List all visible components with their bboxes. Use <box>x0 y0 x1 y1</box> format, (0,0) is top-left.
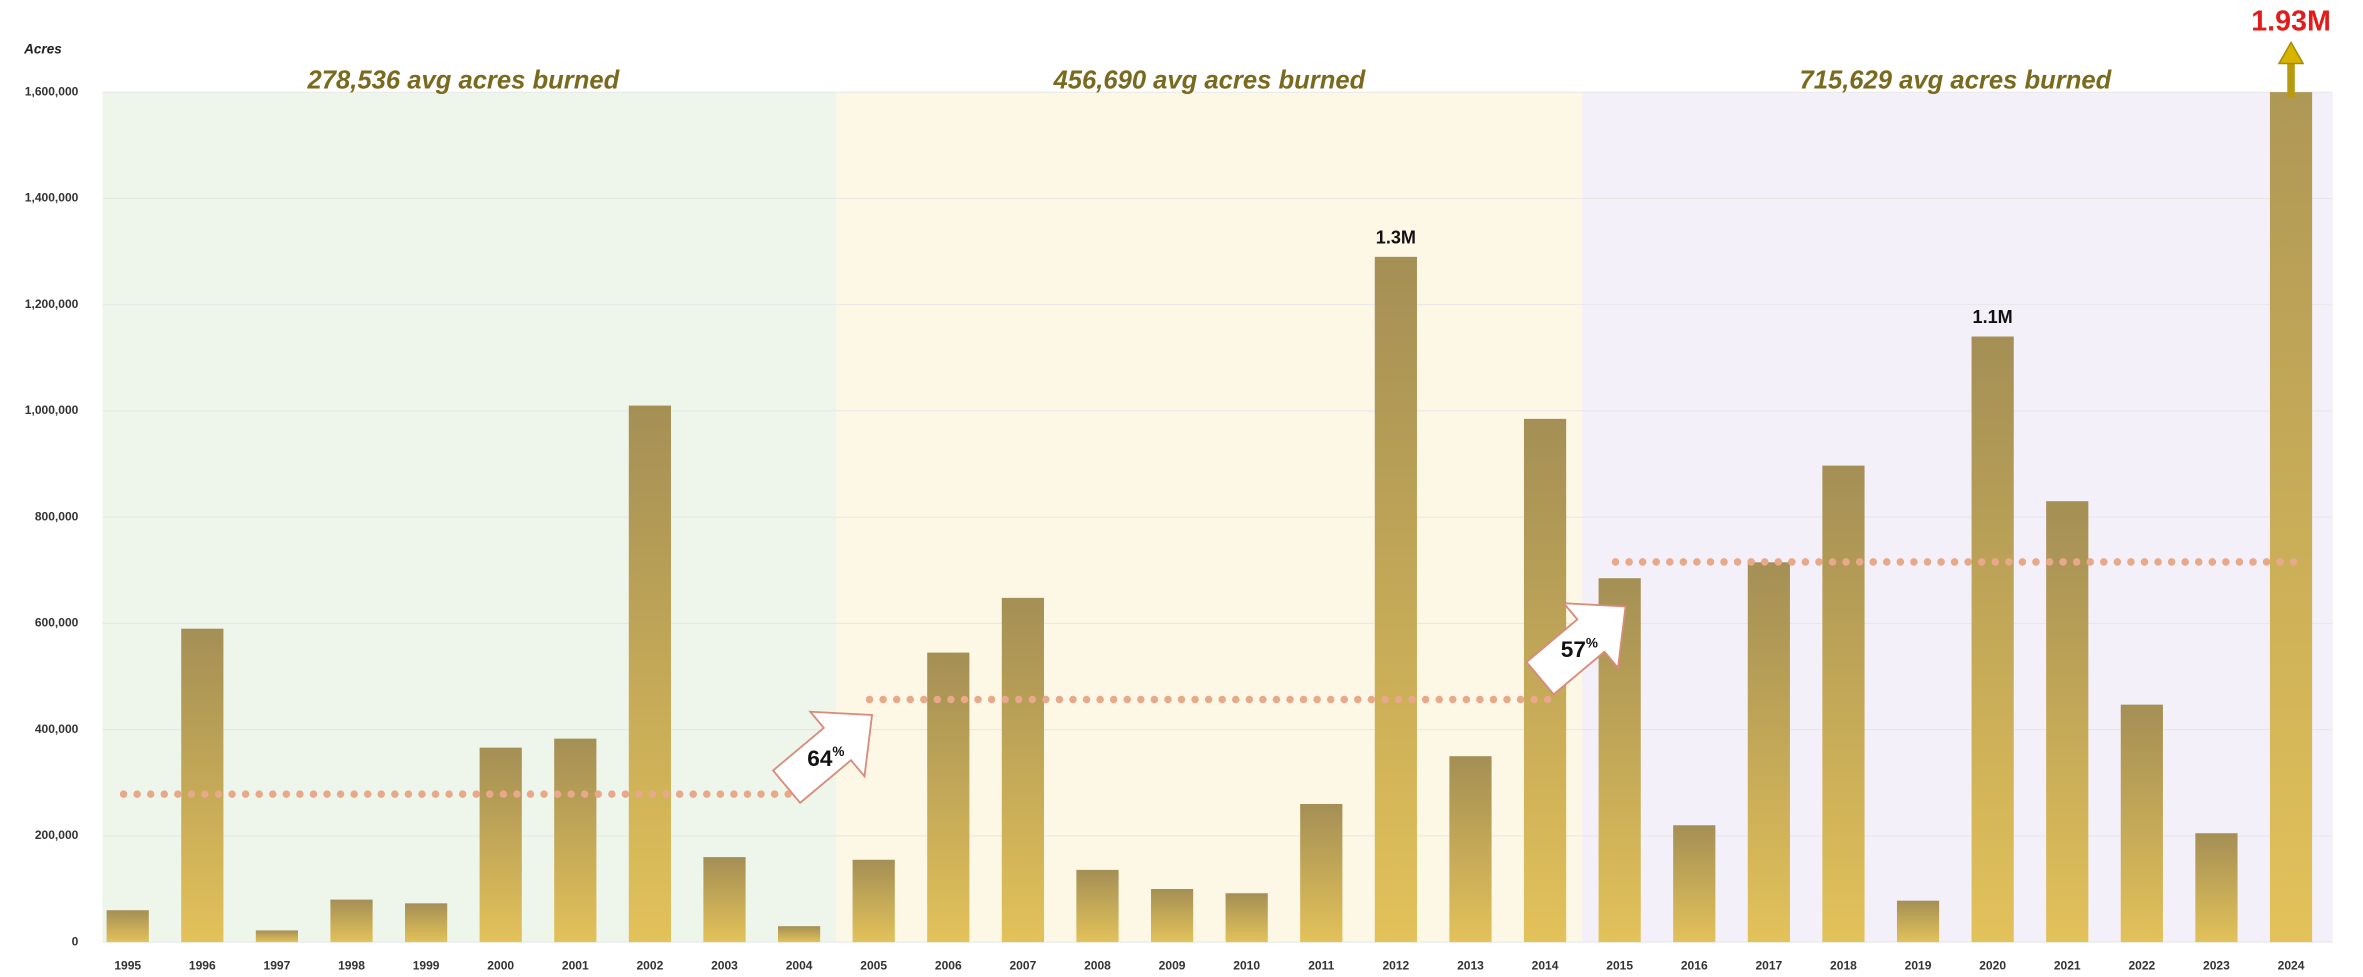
x-tick-label: 2024 <box>2278 958 2305 972</box>
x-tick-label: 2007 <box>1009 958 1036 972</box>
x-tick-label: 2022 <box>2128 958 2155 972</box>
x-tick-label: 2002 <box>636 958 663 972</box>
change-label: 64% <box>807 744 844 771</box>
x-tick-label: 2021 <box>2054 958 2081 972</box>
bar <box>554 738 597 943</box>
bar <box>1673 825 1716 943</box>
change-arrow <box>1525 602 1627 696</box>
x-tick-label: 2010 <box>1233 958 1260 972</box>
x-tick-label: 2004 <box>786 958 813 972</box>
x-tick-label: 1997 <box>264 958 291 972</box>
bar <box>106 910 149 943</box>
y-tick-label: 200,000 <box>35 828 79 842</box>
x-tick-label: 2019 <box>1905 958 1932 972</box>
x-tick-label: 2009 <box>1159 958 1186 972</box>
x-tick-label: 2003 <box>711 958 738 972</box>
y-tick-label: 1,400,000 <box>25 191 79 205</box>
x-tick-label: 2001 <box>562 958 589 972</box>
bar <box>1001 597 1044 943</box>
y-tick-label: 800,000 <box>35 509 79 523</box>
x-tick-label: 2005 <box>860 958 887 972</box>
x-tick-label: 2018 <box>1830 958 1857 972</box>
value-label: 1.3M <box>1376 228 1416 248</box>
bar <box>1971 336 2014 943</box>
bar <box>1747 562 1790 943</box>
bar <box>1374 256 1417 943</box>
change-label: 57% <box>1561 635 1598 662</box>
y-tick-label: 0 <box>72 934 79 948</box>
x-tick-label: 1995 <box>114 958 141 972</box>
y-tick-label: 400,000 <box>35 722 79 736</box>
bar <box>2269 92 2313 943</box>
value-label: 1.93M <box>2251 5 2331 37</box>
change-unit: % <box>1586 635 1598 650</box>
x-tick-label: 2014 <box>1532 958 1559 972</box>
x-tick-label: 1996 <box>189 958 216 972</box>
period-label: 456,690 avg acres burned <box>1052 66 1366 94</box>
change-unit: % <box>832 744 844 759</box>
period-label: 715,629 avg acres burned <box>1799 66 2112 94</box>
x-tick-label: 2008 <box>1084 958 1111 972</box>
x-tick-label: 2013 <box>1457 958 1484 972</box>
bar <box>330 899 373 943</box>
bar <box>1076 869 1119 943</box>
value-label: 1.1M <box>1973 307 2013 327</box>
x-tick-label: 1999 <box>413 958 440 972</box>
bar <box>1300 803 1343 943</box>
x-tick-label: 2023 <box>2203 958 2230 972</box>
x-tick-label: 1998 <box>338 958 365 972</box>
bar <box>777 926 821 943</box>
bar <box>703 857 746 943</box>
bar <box>405 903 448 943</box>
period-label: 278,536 avg acres burned <box>307 66 621 94</box>
change-arrow <box>771 710 874 805</box>
bar <box>1449 756 1492 943</box>
bar <box>2046 501 2089 943</box>
y-axis-label: Acres <box>23 42 62 57</box>
overflow-arrow-head <box>2277 40 2305 65</box>
y-tick-label: 1,600,000 <box>25 84 79 98</box>
bar <box>1822 465 1865 943</box>
bar <box>628 405 671 943</box>
change-value: 64 <box>807 746 833 771</box>
bar <box>2120 704 2163 943</box>
x-tick-label: 2017 <box>1755 958 1782 972</box>
arrow-shape <box>1525 602 1627 696</box>
bar <box>479 747 522 943</box>
x-tick-label: 2015 <box>1606 958 1633 972</box>
bar <box>852 859 895 943</box>
bar <box>1150 888 1194 943</box>
x-tick-label: 2000 <box>487 958 514 972</box>
x-tick-label: 2020 <box>1979 958 2006 972</box>
bar <box>1225 893 1268 943</box>
change-value: 57 <box>1561 637 1586 662</box>
x-tick-label: 2012 <box>1382 958 1409 972</box>
bar <box>1896 900 1940 943</box>
y-tick-label: 1,200,000 <box>25 297 79 311</box>
y-tick-label: 1,000,000 <box>25 403 79 417</box>
bar <box>181 628 224 943</box>
x-tick-label: 2006 <box>935 958 962 972</box>
y-tick-label: 600,000 <box>35 616 79 630</box>
x-tick-label: 2011 <box>1308 958 1334 972</box>
bar <box>2195 833 2238 943</box>
arrow-shape <box>771 710 874 805</box>
x-tick-label: 2016 <box>1681 958 1708 972</box>
bar <box>255 930 299 943</box>
